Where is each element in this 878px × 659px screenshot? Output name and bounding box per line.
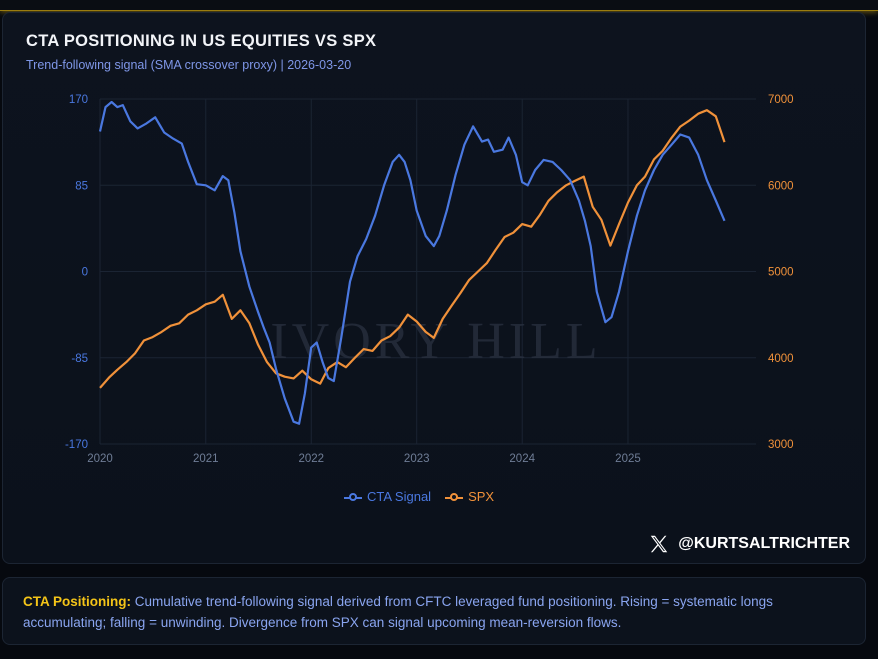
x-tick-label: 2022 [298, 453, 324, 465]
y-left-tick-label: -85 [71, 353, 88, 365]
watermark-text: IVORY HILL [270, 313, 601, 370]
legend-swatch-cta [344, 492, 362, 502]
author-credit[interactable]: @KURTSALTRICHTER [648, 533, 850, 555]
x-axis: 2020 2021 2022 2023 2024 2025 [87, 453, 641, 465]
legend-label-spx: SPX [468, 489, 495, 504]
chart-grid [99, 98, 756, 445]
x-tick-label: 2024 [509, 453, 535, 465]
legend-swatch-spx [445, 492, 464, 502]
note-text: Cumulative trend-following signal derive… [23, 594, 773, 630]
x-tick-label: 2023 [404, 453, 430, 465]
chart-subtitle: Trend-following signal (SMA crossover pr… [26, 58, 352, 72]
top-glow-border [0, 0, 878, 11]
x-tick-label: 2020 [87, 453, 113, 465]
y-axis-left: 170 85 0 -85 -170 [65, 94, 88, 451]
chart-panel [2, 12, 866, 564]
legend-item-spx[interactable]: SPX [445, 489, 494, 504]
info-note: CTA Positioning: Cumulative trend-follow… [2, 577, 866, 645]
y-left-tick-label: 170 [69, 94, 88, 106]
chart-canvas: IVORY HILL 170 85 0 -85 -170 7000 6000 5000 400… [65, 94, 794, 465]
x-tick-label: 2025 [615, 453, 641, 465]
y-left-tick-label: 85 [75, 180, 88, 192]
y-left-tick-label: -170 [65, 439, 88, 451]
legend-label-cta: CTA Signal [367, 489, 432, 504]
y-right-tick-label: 3000 [768, 439, 794, 451]
chart-title: CTA POSITIONING IN US EQUITIES VS SPX [26, 32, 377, 50]
author-handle: @KURTSALTRICHTER [678, 535, 850, 552]
x-tick-label: 2021 [193, 453, 219, 465]
chart-legend: CTA Signal SPX [344, 489, 494, 504]
note-label: CTA Positioning: [23, 594, 131, 609]
y-right-tick-label: 6000 [768, 180, 794, 192]
y-right-tick-label: 7000 [768, 94, 794, 106]
x-logo-icon [651, 535, 668, 553]
y-axis-right: 7000 6000 5000 4000 3000 [768, 94, 794, 451]
y-left-tick-label: 0 [82, 267, 88, 279]
y-right-tick-label: 5000 [768, 267, 794, 279]
spx-series-line [99, 109, 726, 389]
legend-item-cta[interactable]: CTA Signal [344, 489, 431, 504]
y-right-tick-label: 4000 [768, 353, 794, 365]
cta-series-line [98, 100, 726, 425]
